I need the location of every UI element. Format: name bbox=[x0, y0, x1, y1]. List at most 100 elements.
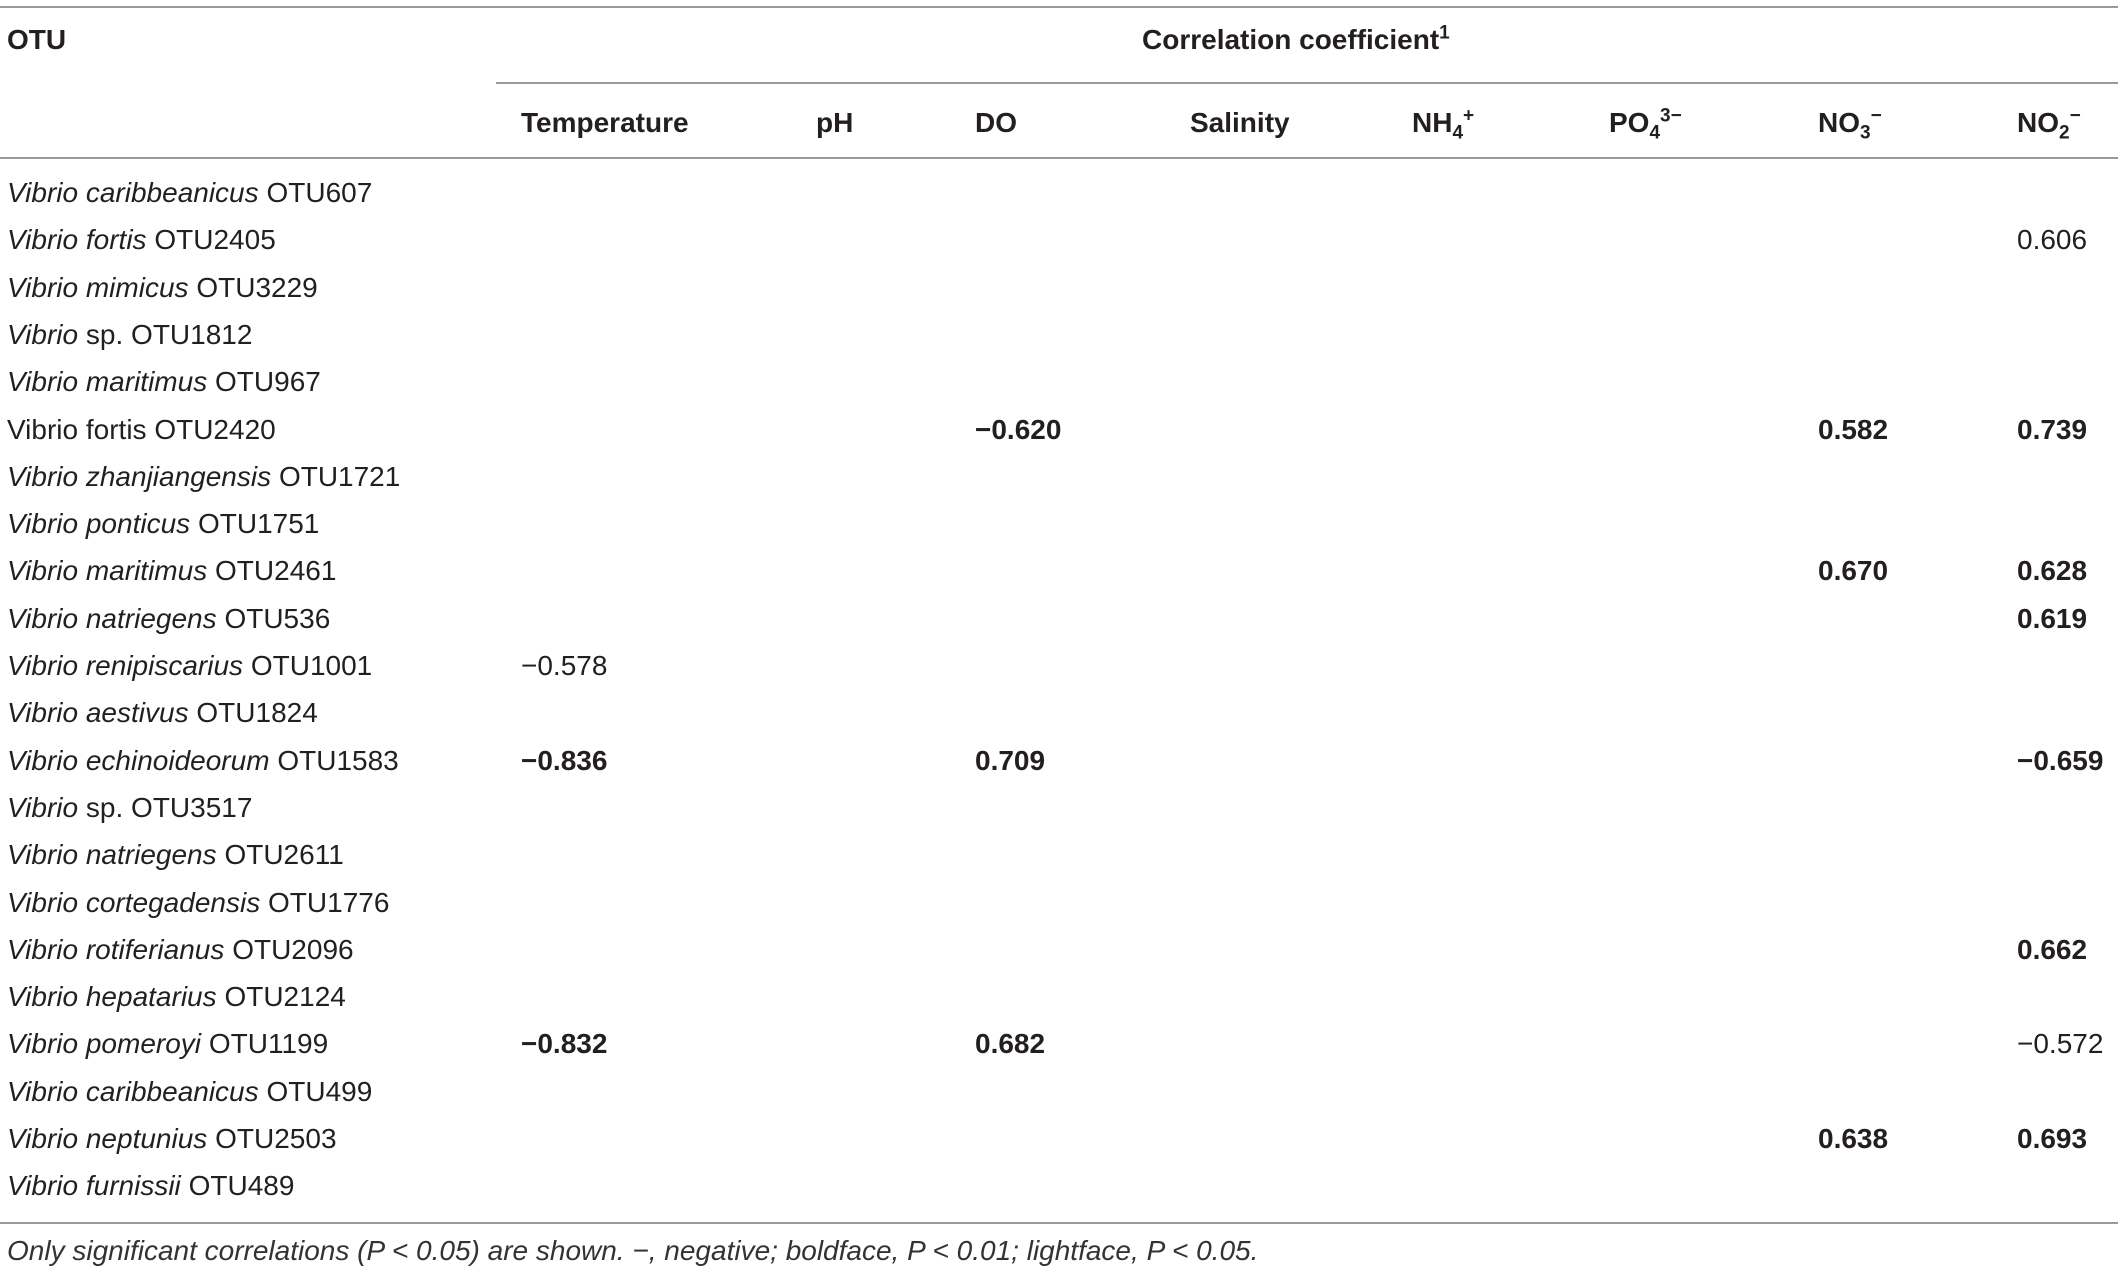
otu-id: OTU2461 bbox=[215, 555, 337, 587]
correlation-value: −0.832 bbox=[521, 1028, 608, 1060]
genus-species: Vibrio rotiferianus bbox=[7, 933, 225, 965]
correlation-value: 0.606 bbox=[2017, 224, 2088, 256]
otu-id: OTU2503 bbox=[215, 1123, 337, 1154]
otu-name: Vibrio fortis OTU2420 bbox=[7, 413, 276, 447]
otu-name: Vibrio caribbeanicus OTU499 bbox=[7, 1075, 372, 1109]
header-text-part: − bbox=[2069, 105, 2081, 127]
header-text-part: − bbox=[1870, 105, 1882, 127]
otu-id: OTU2124 bbox=[224, 981, 346, 1013]
otu-id: OTU1751 bbox=[197, 508, 320, 540]
genus-species: Vibrio caribbeanicus bbox=[7, 177, 259, 208]
genus-species: Vibrio furnissii bbox=[7, 1170, 181, 1202]
otu-id: OTU499 bbox=[266, 1075, 373, 1107]
genus-species: Vibrio aestivus bbox=[7, 697, 189, 729]
top-rule bbox=[0, 6, 2118, 8]
header-text-part: Correlation coefficient bbox=[1142, 24, 1440, 55]
header-text-part: NH bbox=[1412, 107, 1453, 138]
genus-species: Vibrio maritimus bbox=[7, 366, 208, 398]
group-rule bbox=[496, 82, 2118, 84]
otu-id: OTU1001 bbox=[250, 650, 373, 681]
genus-species: Vibrio hepatarius bbox=[7, 981, 217, 1013]
otu-id: OTU536 bbox=[224, 602, 331, 634]
correlation-value: 0.638 bbox=[1818, 1123, 1889, 1154]
group-header: Correlation coefficient1 bbox=[1142, 23, 1450, 57]
correlation-value: −0.620 bbox=[975, 413, 1062, 445]
otu-name: Vibrio renipiscarius OTU1001 bbox=[7, 649, 372, 683]
correlation-value: −0.659 bbox=[2017, 744, 2104, 776]
genus-species: Vibrio neptunius bbox=[7, 1123, 208, 1154]
correlation-value: 0.582 bbox=[1818, 413, 1889, 445]
otu-name: Vibrio furnissii OTU489 bbox=[7, 1169, 294, 1203]
otu-name: Vibrio zhanjiangensis OTU1721 bbox=[7, 460, 400, 494]
correlation-value: 0.739 bbox=[2017, 413, 2088, 445]
genus-species: Vibrio cortegadensis bbox=[7, 886, 261, 918]
otu-name: Vibrio sp. OTU1812 bbox=[7, 318, 252, 352]
correlation-value: −0.572 bbox=[2017, 1028, 2104, 1060]
otu-id: OTU967 bbox=[215, 366, 321, 398]
otu-id: sp. OTU1812 bbox=[85, 318, 253, 350]
correlation-value: 0.670 bbox=[1818, 555, 1889, 587]
genus-species: Vibrio renipiscarius bbox=[7, 650, 244, 681]
otu-name: Vibrio mimicus OTU3229 bbox=[7, 271, 318, 305]
header-text-part: PO bbox=[1609, 107, 1650, 138]
header-text-part: pH bbox=[816, 107, 854, 138]
otu-name: Vibrio fortis OTU2405 bbox=[7, 223, 276, 257]
genus-species: Vibrio caribbeanicus bbox=[7, 1075, 259, 1107]
otu-name: Vibrio maritimus OTU967 bbox=[7, 365, 321, 399]
otu-id: OTU1776 bbox=[268, 886, 390, 918]
column-header: Salinity bbox=[1190, 106, 1290, 140]
genus-species: Vibrio natriegens bbox=[7, 602, 217, 634]
column-header: NO3− bbox=[1818, 105, 1882, 143]
header-text-part: 4 bbox=[1452, 122, 1464, 144]
otu-name: Vibrio neptunius OTU2503 bbox=[7, 1122, 337, 1156]
otu-id: OTU2096 bbox=[232, 933, 354, 965]
otu-id: OTU3229 bbox=[196, 271, 318, 303]
otu-id: Vibrio fortis OTU2420 bbox=[7, 413, 276, 445]
otu-name: Vibrio hepatarius OTU2124 bbox=[7, 980, 346, 1014]
otu-id: OTU2405 bbox=[154, 224, 276, 256]
otu-id: OTU1721 bbox=[278, 460, 401, 492]
column-header: NO2− bbox=[2017, 105, 2081, 143]
genus-species: Vibrio echinoideorum bbox=[7, 744, 270, 776]
column-header: Temperature bbox=[521, 106, 689, 140]
header-text-part: Salinity bbox=[1190, 107, 1290, 138]
correlation-value: 0.709 bbox=[975, 744, 1046, 776]
correlation-value: 0.628 bbox=[2017, 555, 2088, 587]
correlation-value: 0.693 bbox=[2017, 1123, 2088, 1154]
otu-name: Vibrio echinoideorum OTU1583 bbox=[7, 744, 399, 778]
column-header: PO43− bbox=[1609, 106, 1682, 143]
header-text-part: 1 bbox=[1439, 22, 1450, 44]
header-text-part: 3 bbox=[1860, 122, 1871, 144]
header-text-part: NO bbox=[1818, 107, 1860, 138]
column-header: NH4+ bbox=[1412, 106, 1474, 143]
genus-species: Vibrio bbox=[7, 791, 79, 823]
otu-name: Vibrio cortegadensis OTU1776 bbox=[7, 886, 389, 920]
bottom-rule bbox=[0, 1222, 2118, 1224]
otu-name: Vibrio pomeroyi OTU1199 bbox=[7, 1027, 328, 1061]
otu-id: OTU2611 bbox=[224, 839, 344, 871]
correlation-value: 0.662 bbox=[2017, 933, 2088, 965]
genus-species: Vibrio bbox=[7, 318, 79, 350]
genus-species: Vibrio mimicus bbox=[7, 271, 189, 303]
genus-species: Vibrio ponticus bbox=[7, 508, 191, 540]
genus-species: Vibrio maritimus bbox=[7, 555, 208, 587]
otu-name: Vibrio natriegens OTU536 bbox=[7, 602, 330, 636]
genus-species: Vibrio zhanjiangensis bbox=[7, 460, 272, 492]
genus-species: Vibrio fortis bbox=[7, 224, 147, 256]
column-header: pH bbox=[816, 106, 853, 140]
correlation-value: 0.682 bbox=[975, 1028, 1046, 1060]
header-rule bbox=[0, 157, 2118, 159]
otu-name: Vibrio caribbeanicus OTU607 bbox=[7, 176, 372, 210]
otu-name: Vibrio natriegens OTU2611 bbox=[7, 838, 344, 872]
otu-id: OTU1199 bbox=[208, 1028, 329, 1060]
otu-name: Vibrio sp. OTU3517 bbox=[7, 791, 252, 825]
otu-name: Vibrio ponticus OTU1751 bbox=[7, 507, 319, 541]
genus-species: Vibrio pomeroyi bbox=[7, 1028, 202, 1060]
otu-id: OTU489 bbox=[188, 1170, 295, 1202]
header-text-part: 4 bbox=[1649, 122, 1661, 144]
correlation-value: 0.619 bbox=[2017, 602, 2088, 634]
header-text-part: 2 bbox=[2059, 122, 2070, 144]
footnote: Only significant correlations (P < 0.05)… bbox=[7, 1235, 1259, 1266]
column-header: DO bbox=[975, 106, 1017, 140]
